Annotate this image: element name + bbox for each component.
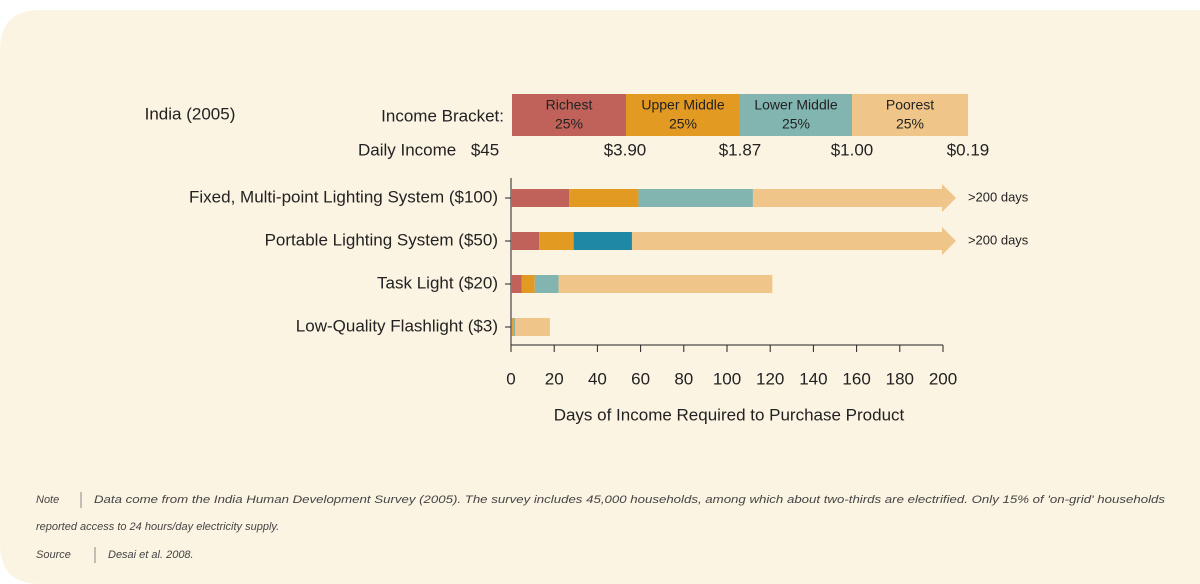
- income-value: $45: [471, 140, 499, 159]
- legend-label: Richest: [546, 97, 593, 113]
- x-tick-label: 60: [631, 369, 650, 388]
- income-value: $3.90: [604, 140, 647, 159]
- bar: [539, 232, 574, 250]
- x-axis-title: Days of Income Required to Purchase Prod…: [554, 405, 905, 424]
- note-label: Note: [36, 494, 59, 506]
- legend-swatch: [512, 94, 626, 136]
- income-value: $1.00: [831, 140, 874, 159]
- legend-share: 25%: [669, 116, 697, 132]
- bar: [534, 275, 559, 293]
- bar: [521, 275, 535, 293]
- bar: [515, 318, 550, 336]
- y-tick-label: Fixed, Multi-point Lighting System ($100…: [189, 187, 498, 206]
- x-tick-label: 20: [545, 369, 564, 388]
- legend-swatch: [626, 94, 740, 136]
- x-tick-label: 80: [674, 369, 693, 388]
- source-text: Desai et al. 2008.: [108, 549, 194, 561]
- legend-swatch: [740, 94, 852, 136]
- bar: [573, 232, 632, 250]
- legend-swatch: [852, 94, 968, 136]
- legend-label: Upper Middle: [641, 97, 724, 113]
- bar-arrow: [752, 184, 956, 212]
- x-tick-label: 140: [799, 369, 827, 388]
- income-value: $1.87: [719, 140, 762, 159]
- bar: [513, 318, 516, 336]
- bar: [638, 189, 753, 207]
- source-label: Source: [36, 549, 71, 561]
- legend-share: 25%: [782, 116, 810, 132]
- y-tick-label: Portable Lighting System ($50): [265, 230, 498, 249]
- legend-label: Poorest: [886, 97, 934, 113]
- income-label: Daily Income: [358, 140, 456, 159]
- x-tick-label: 160: [842, 369, 870, 388]
- overflow-label: >200 days: [968, 232, 1029, 247]
- overflow-label: >200 days: [968, 189, 1029, 204]
- note-text: reported access to 24 hours/day electric…: [36, 521, 279, 533]
- bar-arrow: [631, 227, 956, 255]
- bar: [569, 189, 639, 207]
- legend-share: 25%: [555, 116, 583, 132]
- bar: [512, 318, 514, 336]
- x-tick-label: 100: [713, 369, 741, 388]
- y-tick-label: Task Light ($20): [377, 273, 498, 292]
- x-tick-label: 120: [756, 369, 784, 388]
- x-tick-label: 0: [506, 369, 515, 388]
- bar: [558, 275, 773, 293]
- note-text: Data come from the India Human Developme…: [94, 494, 1166, 506]
- income-value: $0.19: [947, 140, 990, 159]
- bar: [511, 275, 522, 293]
- panel: [0, 10, 1200, 584]
- bar: [511, 318, 513, 336]
- x-tick-label: 200: [929, 369, 957, 388]
- x-tick-label: 40: [588, 369, 607, 388]
- bracket-label: Income Bracket:: [381, 106, 504, 125]
- bar: [511, 232, 540, 250]
- bar: [511, 189, 570, 207]
- country-label: India (2005): [145, 104, 236, 123]
- x-tick-label: 180: [886, 369, 914, 388]
- y-tick-label: Low-Quality Flashlight ($3): [296, 316, 498, 335]
- legend-share: 25%: [896, 116, 924, 132]
- legend-label: Lower Middle: [754, 97, 837, 113]
